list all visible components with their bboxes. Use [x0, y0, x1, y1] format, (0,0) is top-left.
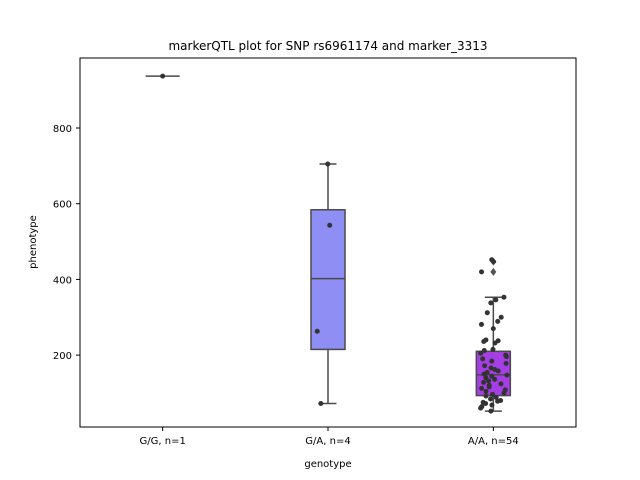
data-point	[503, 354, 509, 360]
data-point	[486, 384, 492, 390]
data-point	[493, 297, 499, 303]
data-point	[489, 358, 495, 364]
data-point	[495, 318, 501, 324]
data-point	[490, 326, 496, 332]
data-point	[481, 348, 487, 354]
data-point	[325, 161, 331, 167]
data-point	[318, 401, 324, 407]
data-point	[478, 405, 484, 411]
data-point	[314, 328, 320, 334]
data-point	[480, 356, 486, 362]
data-point	[501, 294, 507, 300]
data-point	[498, 314, 504, 320]
axes: 200 400 600 800 G/G, n=1 G/A, n=4 A/A, n=54	[53, 124, 519, 447]
y-tick-label: 200	[53, 351, 72, 362]
data-point	[482, 363, 488, 369]
plot-area	[145, 73, 512, 414]
y-tick-label: 400	[53, 275, 72, 286]
data-point	[495, 368, 501, 374]
data-point	[493, 394, 499, 400]
data-point	[492, 340, 498, 346]
data-point	[484, 310, 490, 316]
data-point	[490, 346, 496, 352]
x-tick-label: G/A, n=4	[305, 436, 350, 447]
data-point	[481, 338, 487, 344]
data-point	[479, 385, 485, 391]
x-tick-label: A/A, n=54	[468, 436, 519, 447]
data-point	[481, 379, 487, 385]
data-point	[503, 360, 509, 366]
data-point	[478, 350, 484, 356]
data-point	[488, 396, 494, 402]
x-axis-title: genotype	[304, 459, 351, 470]
data-point	[488, 408, 494, 414]
data-point	[495, 398, 501, 404]
y-tick-label: 600	[53, 200, 72, 211]
data-point	[481, 371, 487, 377]
data-point	[489, 402, 495, 408]
y-tick-label: 800	[53, 124, 72, 135]
data-point	[483, 393, 489, 399]
data-point	[479, 269, 485, 275]
data-point	[504, 372, 510, 378]
data-point	[491, 259, 497, 265]
data-point	[490, 391, 496, 397]
data-point	[492, 376, 498, 382]
data-point	[498, 381, 504, 387]
data-point	[160, 73, 166, 79]
data-point	[478, 321, 484, 327]
box-1	[310, 209, 346, 351]
data-point	[486, 378, 492, 384]
data-point	[501, 390, 507, 396]
x-tick-label: G/G, n=1	[140, 436, 186, 447]
data-point	[327, 222, 333, 228]
data-point	[488, 300, 494, 306]
data-point	[483, 388, 489, 394]
outlier-marker	[490, 267, 497, 276]
data-point	[483, 401, 489, 407]
chart-title: markerQTL plot for SNP rs6961174 and mar…	[168, 39, 487, 53]
y-axis-title: phenotype	[28, 215, 39, 269]
